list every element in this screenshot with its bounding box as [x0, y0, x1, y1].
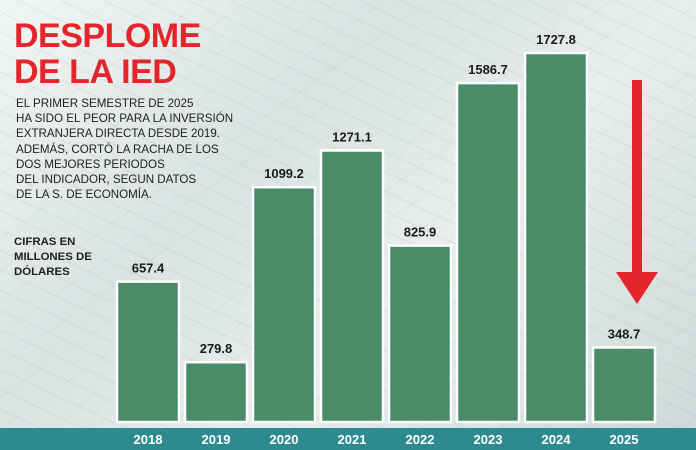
description-line: ADEMÁS, CORTÓ LA RACHA DE LOS	[16, 142, 219, 156]
category-label-2021: 2021	[338, 432, 367, 447]
category-label-2023: 2023	[474, 432, 503, 447]
bar-2024	[523, 51, 589, 424]
description-line: DE LA S. DE ECONOMÍA.	[16, 188, 152, 202]
category-label-2019: 2019	[202, 432, 231, 447]
down-arrow-icon	[616, 80, 658, 304]
value-label-2023: 1586.7	[468, 62, 508, 77]
units-note: CIFRAS EN MILLONES DE DÓLARES	[14, 235, 92, 280]
bar-2023	[455, 81, 521, 424]
description-line: DOS MEJORES PERIODOS	[16, 157, 165, 171]
description-line: DEL INDICADOR, SEGUN DATOS	[16, 173, 197, 187]
title-line-1: DESPLOME	[14, 17, 201, 55]
bar-2019	[183, 360, 249, 424]
value-label-2020: 1099.2	[264, 166, 304, 181]
value-label-2019: 279.8	[200, 341, 233, 356]
value-label-2025: 348.7	[608, 327, 641, 342]
category-label-2020: 2020	[270, 432, 299, 447]
value-label-2021: 1271.1	[332, 130, 372, 145]
category-label-2018: 2018	[134, 432, 163, 447]
category-label-2022: 2022	[406, 432, 435, 447]
category-label-2025: 2025	[610, 432, 639, 447]
bar-2021	[319, 149, 385, 424]
bar-2025	[591, 346, 657, 424]
units-line: DÓLARES	[14, 266, 70, 278]
bar-2022	[387, 244, 453, 424]
units-line: CIFRAS EN	[14, 236, 76, 248]
bar-2020	[251, 185, 317, 424]
description-line: EL PRIMER SEMESTRE DE 2025	[16, 97, 194, 110]
value-label-2018: 657.4	[132, 261, 165, 276]
title-line-2: DE LA IED	[14, 53, 177, 91]
chart-title: DESPLOME DE LA IED	[14, 18, 201, 90]
x-axis-band	[0, 428, 696, 450]
description-line: EXTRANJERA DIRECTA DESDE 2019.	[16, 127, 221, 141]
bars-group	[115, 51, 657, 424]
chart-description: EL PRIMER SEMESTRE DE 2025 HA SIDO EL PE…	[16, 96, 256, 202]
units-line: MILLONES DE	[14, 251, 92, 263]
description-line: HA SIDO EL PEOR PARA LA INVERSIÓN	[16, 112, 234, 126]
category-label-2024: 2024	[542, 432, 572, 447]
bar-2018	[115, 280, 181, 424]
category-labels-group: 2018 2019 2020 2021 2022 2023 2024 2025	[134, 432, 639, 447]
value-label-2022: 825.9	[404, 225, 437, 240]
value-labels-group: 657.4 279.8 1099.2 1271.1 825.9 1586.7 1727.8 3…	[132, 32, 641, 356]
value-label-2024: 1727.8	[536, 32, 576, 47]
